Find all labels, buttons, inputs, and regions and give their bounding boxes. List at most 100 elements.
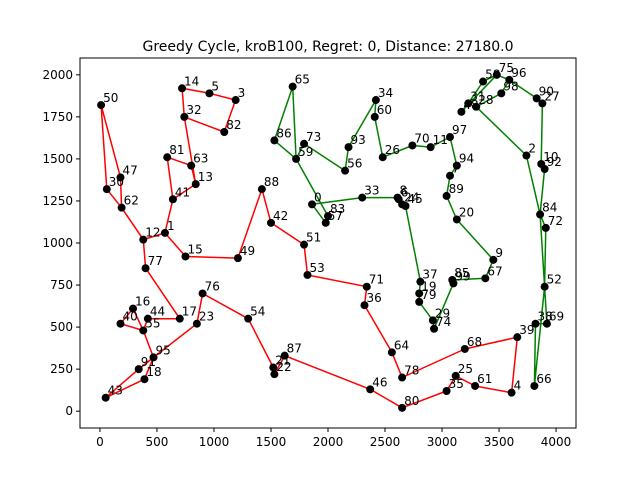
point-83 (324, 212, 332, 221)
point-label-94: 94 (459, 152, 474, 166)
point-label-27: 27 (544, 89, 559, 103)
point-label-78: 78 (404, 364, 419, 378)
point-label-63: 63 (193, 152, 208, 166)
point-label-72: 72 (548, 214, 563, 228)
point-label-17: 17 (182, 305, 197, 319)
point-56 (341, 166, 350, 175)
point-label-71: 71 (369, 273, 384, 287)
point-26 (378, 153, 387, 162)
point-label-83: 83 (330, 202, 345, 216)
point-0 (308, 200, 317, 209)
point-label-11: 11 (433, 133, 448, 147)
point-label-56: 56 (347, 157, 362, 171)
point-label-18: 18 (146, 365, 161, 379)
point-9 (489, 255, 498, 264)
plot-frame (79, 57, 577, 429)
point-68 (460, 344, 469, 353)
point-label-8: 8 (400, 184, 408, 198)
point-label-82: 82 (226, 118, 241, 132)
point-label-43: 43 (108, 384, 123, 398)
point-label-58: 58 (485, 68, 500, 82)
point-label-69: 69 (549, 310, 564, 324)
point-93 (344, 143, 353, 152)
point-30 (102, 185, 111, 194)
point-48 (457, 107, 466, 116)
point-33 (358, 193, 367, 202)
point-54 (244, 314, 253, 323)
point-label-0: 0 (314, 190, 322, 204)
point-49 (233, 254, 242, 263)
point-46 (366, 385, 375, 394)
point-label-32: 32 (186, 103, 201, 117)
point-label-10: 10 (543, 150, 558, 164)
point-41 (168, 195, 177, 204)
point-label-40: 40 (122, 310, 137, 324)
point-label-81: 81 (169, 143, 184, 157)
point-82 (220, 128, 229, 136)
axis-ticks: 0 500 1000 1500 2000 2500 3000 3500 400002505007… (42, 68, 571, 449)
x-tick-label-2500: 2500 (370, 435, 401, 449)
point-label-53: 53 (309, 261, 324, 275)
y-tick-label-1750: 1750 (42, 110, 73, 124)
point-label-42: 42 (273, 209, 288, 223)
x-tick-label-0: 0 (96, 435, 104, 449)
point-label-51: 51 (306, 231, 321, 245)
point-79 (415, 297, 424, 306)
point-89 (442, 191, 451, 200)
point-label-16: 16 (135, 295, 150, 309)
point-76 (198, 289, 207, 298)
point-label-3: 3 (238, 86, 246, 100)
point-label-22: 22 (276, 360, 291, 374)
point-25 (451, 371, 460, 380)
point-3 (231, 96, 240, 105)
point-label-1: 1 (167, 219, 175, 233)
point-88 (257, 185, 266, 194)
point-7 (446, 171, 455, 180)
point-53 (303, 270, 312, 279)
point-90 (532, 94, 541, 103)
point-37 (416, 277, 425, 286)
point-87 (280, 351, 289, 360)
point-label-87: 87 (287, 342, 302, 356)
point-51 (300, 240, 309, 249)
point-50 (97, 101, 106, 110)
point-label-5: 5 (211, 79, 219, 93)
point-label-23: 23 (199, 310, 214, 324)
point-label-9: 9 (495, 246, 503, 260)
point-80 (398, 403, 407, 412)
x-tick-label-2000: 2000 (313, 435, 344, 449)
point-91 (134, 365, 143, 374)
point-14 (178, 84, 187, 93)
point-label-85: 85 (454, 266, 469, 280)
point-70 (408, 141, 417, 150)
point-2 (522, 151, 531, 160)
point-16 (129, 304, 138, 313)
point-74 (430, 324, 439, 333)
point-95 (149, 353, 158, 362)
y-tick-label-1500: 1500 (42, 152, 73, 166)
point-71 (362, 282, 371, 291)
point-label-99: 99 (455, 269, 470, 283)
x-tick-label-500: 500 (146, 435, 169, 449)
point-label-35: 35 (449, 377, 464, 391)
point-label-52: 52 (547, 273, 562, 287)
point-label-12: 12 (145, 226, 160, 240)
point-label-60: 60 (377, 103, 392, 117)
point-15 (181, 252, 190, 261)
point-label-31: 31 (470, 89, 485, 103)
point-label-30: 30 (109, 175, 124, 189)
point-40 (116, 319, 125, 328)
point-60 (370, 112, 379, 121)
point-label-26: 26 (385, 143, 400, 157)
point-label-84: 84 (542, 200, 557, 214)
point-45 (401, 202, 410, 210)
point-label-90: 90 (539, 84, 554, 98)
point-label-91: 91 (141, 355, 156, 369)
point-label-88: 88 (264, 175, 279, 189)
point-label-65: 65 (295, 73, 310, 87)
point-label-92: 92 (547, 155, 562, 169)
chart-title: Greedy Cycle, kroB100, Regret: 0, Distan… (142, 39, 513, 55)
point-77 (141, 264, 150, 273)
point-31 (464, 99, 473, 108)
point-20 (452, 215, 461, 224)
